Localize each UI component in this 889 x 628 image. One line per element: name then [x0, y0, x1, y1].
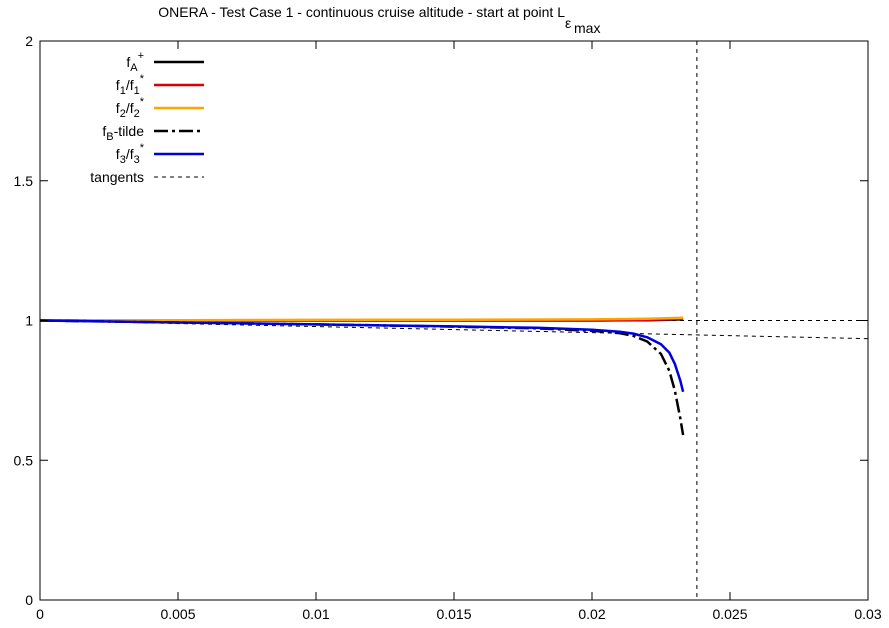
y-tick-label: 0 — [25, 592, 33, 608]
x-tick-label: 0.005 — [160, 606, 195, 622]
legend-label-part: B — [106, 131, 113, 143]
legend-label-part: 3 — [120, 154, 126, 166]
legend-label-f3: f3/f3* — [116, 142, 145, 166]
legend-label-part: 3 — [134, 154, 140, 166]
legend-label-part: -tilde — [114, 123, 145, 139]
axes: 0 0.005 0.01 0.015 0.02 0.025 0.03 0 0.5 1 1.5 2 — [14, 33, 882, 622]
legend-label-part: * — [140, 142, 145, 154]
legend-label-fA: fA+ — [126, 50, 144, 74]
legend-label-part: /f — [126, 77, 134, 93]
legend-label-part: 1 — [120, 85, 126, 97]
series-line-f3 — [40, 319, 685, 393]
legend-label-part: 2 — [134, 108, 140, 120]
legend-label-part: * — [140, 96, 145, 108]
legend-label-part: /f — [126, 100, 134, 116]
x-tick-label: 0.015 — [436, 606, 471, 622]
legend-label-part: f — [116, 146, 120, 162]
series-line-f2 — [40, 316, 684, 322]
legend-label-tangents: tangents — [90, 169, 144, 185]
legend-label-part: f — [102, 123, 106, 139]
legend-label-part: 1 — [134, 85, 140, 97]
legend-label-f2: f2/f2* — [116, 96, 145, 120]
legend-label-part: + — [138, 50, 144, 62]
legend-label-f1: f1/f1* — [116, 73, 145, 97]
legend-label-part: A — [130, 62, 138, 74]
legend-label-part: /f — [126, 146, 134, 162]
x-tick-label: 0.02 — [578, 606, 605, 622]
x-tick-label: 0.01 — [302, 606, 329, 622]
legend-label-part: f — [116, 77, 120, 93]
legend-label-fB: fB-tilde — [102, 123, 144, 143]
y-tick-label: 1 — [25, 313, 33, 329]
legend-label-part: 2 — [120, 108, 126, 120]
y-tick-label: 0.5 — [14, 452, 34, 468]
x-tick-label: 0.025 — [712, 606, 747, 622]
x-tick-label: 0.03 — [854, 606, 881, 622]
chart-title: ONERA - Test Case 1 - continuous cruise … — [158, 4, 565, 20]
legend-label-part: tangents — [90, 169, 144, 185]
chart-title-subsubscript: max — [574, 20, 600, 36]
series-line-fB — [40, 319, 685, 436]
legend-label-part: f — [116, 100, 120, 116]
legend-label-part: f — [126, 54, 130, 70]
x-tick-label: 0 — [36, 606, 44, 622]
chart-title-subscript: ε — [565, 15, 571, 31]
plot-content — [40, 41, 868, 600]
legend-label-part: * — [140, 73, 145, 85]
y-tick-label: 1.5 — [14, 173, 34, 189]
y-tick-label: 2 — [25, 33, 33, 49]
